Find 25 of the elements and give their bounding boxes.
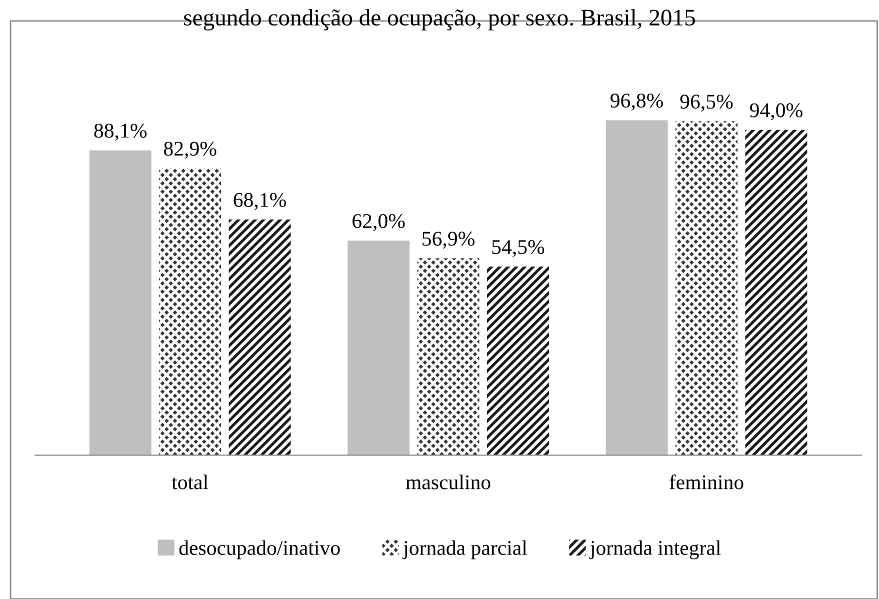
bar	[676, 121, 738, 456]
bar	[487, 266, 549, 456]
bar	[89, 150, 152, 456]
x-tick-label: feminino	[670, 474, 744, 490]
bar	[745, 130, 808, 456]
data-label: 96,8%	[610, 94, 663, 111]
data-label: 82,9%	[164, 142, 216, 159]
bar	[417, 258, 480, 456]
x-tick-label: masculino	[406, 474, 490, 490]
data-label: 96,5%	[680, 94, 733, 112]
bar	[159, 168, 222, 456]
data-label: 94,0%	[750, 103, 802, 120]
legend-label: jornada parcial	[402, 540, 528, 560]
chart-title: segundo condição de ocupação, por sexo. Brasil, 2015	[184, 8, 695, 30]
data-label: 68,1%	[234, 192, 286, 210]
data-label: 56,9%	[422, 232, 474, 249]
bar	[606, 120, 668, 456]
data-label: 62,0%	[352, 214, 405, 232]
data-label: 88,1%	[94, 124, 147, 141]
legend-label: desocupado/inativo	[179, 540, 340, 560]
x-tick-label: total	[172, 474, 208, 490]
legend-label: jornada integral	[589, 540, 721, 560]
bar	[348, 240, 410, 456]
data-label: 54,5%	[492, 240, 544, 258]
bar	[228, 220, 291, 456]
